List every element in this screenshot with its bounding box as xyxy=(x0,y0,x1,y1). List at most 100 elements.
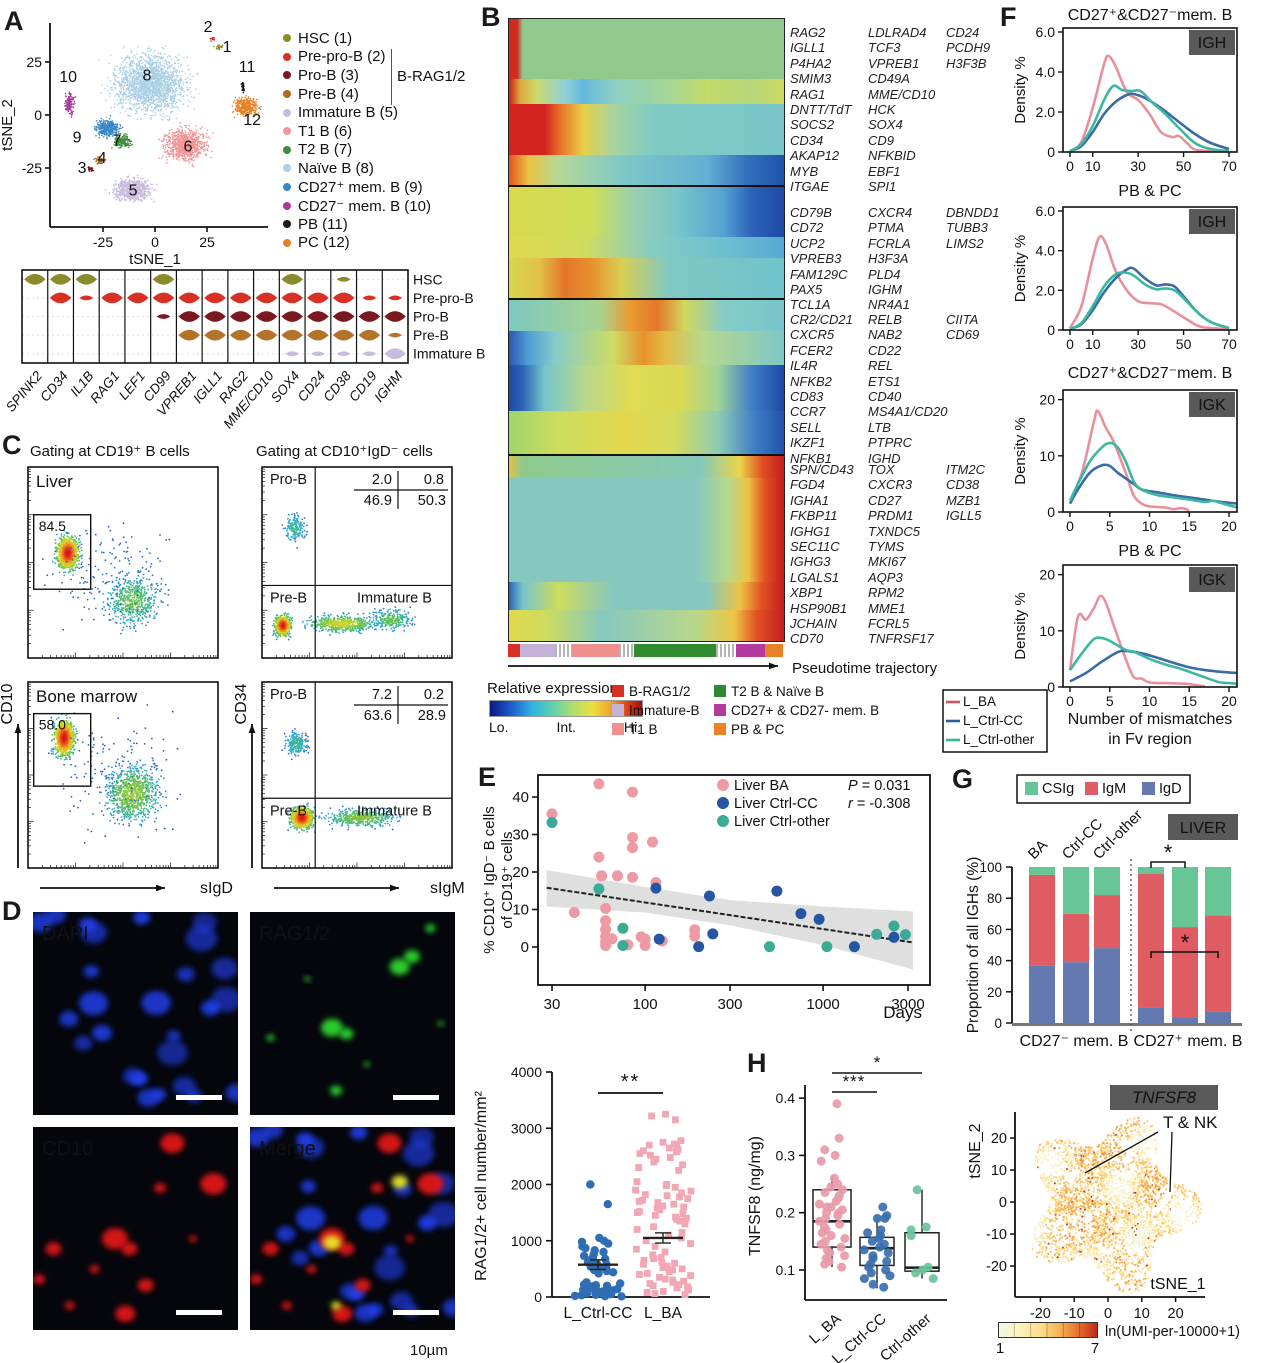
cluster-number: 7 xyxy=(112,132,121,149)
box-point xyxy=(885,1271,895,1281)
flow-plot-title: Liver xyxy=(36,472,73,491)
legend-label: L_BA xyxy=(963,694,996,709)
ba-point xyxy=(681,1220,689,1228)
y-tick-label: 0.2 xyxy=(776,1205,796,1221)
pseudotime-bar xyxy=(508,644,783,657)
violin-RAG2 xyxy=(230,311,252,322)
violin-IL1B xyxy=(79,295,94,301)
cluster-number: 3 xyxy=(78,160,87,177)
y-tick-label: 2000 xyxy=(511,1177,542,1193)
legend-label: T2 B (7) xyxy=(298,141,353,159)
panel-letter-E: E xyxy=(478,762,497,792)
plot-title: CD27⁺&CD27⁻mem. B xyxy=(1068,365,1233,382)
scatter-days-plot: 30 100 300 1000 3000 0 10 20 30 40 Days % CD10⁺ IgD… xyxy=(481,774,931,1022)
colorbar-int: Int. xyxy=(556,719,576,735)
tile-bg xyxy=(33,1127,238,1330)
ba-point xyxy=(643,1289,651,1296)
rag-count-plot: 0 1000 2000 3000 4000 RAG1/2+ cell number/mm²… xyxy=(473,1064,710,1322)
sig-bracket xyxy=(1150,861,1186,868)
density-plot-2: PB & PC IGH 6.0 4.0 2.0 00 10 30 50 70 Density % xyxy=(1012,183,1238,352)
density-curve-ba xyxy=(1069,54,1230,152)
y-tick-label: 40 xyxy=(987,954,1002,969)
ba-point xyxy=(684,1286,692,1294)
ba-point xyxy=(661,1248,669,1256)
y-tick-label: 0 xyxy=(34,107,42,123)
violin-IGLL1 xyxy=(204,292,226,304)
ba-point xyxy=(673,1148,680,1156)
cluster-number: 8 xyxy=(143,68,152,85)
x-tick-label: 15 xyxy=(1181,518,1197,534)
gene-list-block1-col2: LDLRAD4 TCF3 VPREB1 CD49A MME/CD10 HCK S… xyxy=(868,25,936,195)
ba-point xyxy=(650,1223,657,1231)
microscopy-tile-RAG1/2: RAG1/2 xyxy=(250,912,455,1115)
data-point-other xyxy=(617,940,629,951)
bar-segment-IgM xyxy=(1138,874,1164,1008)
x-tick-label: 1000 xyxy=(806,996,839,1013)
x-tick-label: 5 xyxy=(1106,518,1114,534)
x-tick-label: 0 xyxy=(1066,518,1074,534)
violin-SOX4 xyxy=(281,273,303,285)
bar-segment-CSIg xyxy=(1063,867,1089,914)
y-tick-label: 6.0 xyxy=(1036,24,1056,40)
cc-point xyxy=(603,1200,612,1209)
violin-VPREB1 xyxy=(178,311,200,322)
ba-point xyxy=(679,1161,686,1169)
ba-point xyxy=(670,1200,678,1208)
ba-point xyxy=(671,1259,678,1267)
sig-stars: * xyxy=(874,1053,881,1072)
y-tick-label: 0 xyxy=(1047,679,1055,695)
legend-dot-icon xyxy=(717,779,729,791)
box-point xyxy=(863,1228,873,1238)
box-point xyxy=(836,1242,846,1252)
category-label: L_BA xyxy=(644,1305,683,1322)
cc-point xyxy=(586,1180,595,1189)
legend-label: T2 B & Naïve B xyxy=(731,684,825,699)
x-axis-label: Days xyxy=(883,1003,922,1022)
y-tick-label: 25 xyxy=(26,54,42,70)
violin-CD19 xyxy=(362,295,377,301)
flow-border xyxy=(261,466,453,659)
x-tick-label: 0 xyxy=(151,234,159,250)
gene-list-block3-col1: CR2/CD21 CXCR5 FCER2 IL4R NFKB2 CD83 CCR… xyxy=(790,312,853,466)
box-point xyxy=(831,1196,841,1206)
data-point-ba xyxy=(647,836,658,848)
cluster-12 xyxy=(231,94,262,119)
ba-point xyxy=(639,1196,647,1204)
legend-label: PC (12) xyxy=(298,234,350,252)
violin-CD99 xyxy=(156,314,171,319)
box-point xyxy=(878,1202,888,1212)
density-plot-1: CD27⁺&CD27⁻mem. B IGH 6.0 4.0 2.0 00 10 30 50 70 D… xyxy=(1012,7,1238,174)
tsne-legend-item: T2 B (7) xyxy=(283,141,431,160)
cluster-number: 4 xyxy=(98,150,107,167)
tile-label: Merge xyxy=(259,1138,316,1160)
legend-dot-icon xyxy=(283,183,291,192)
legend-dot-icon xyxy=(283,34,291,43)
x-tick-label: 10 xyxy=(1142,518,1158,534)
ba-point xyxy=(680,1203,688,1211)
ba-point xyxy=(663,1262,671,1270)
box-point xyxy=(859,1274,869,1284)
flow-plot-flow-liver-gated: Pro-B Pre-B Immature B 2.0 0.8 46.9 50.3 xyxy=(261,466,453,659)
data-point-ba xyxy=(627,871,638,883)
heatmap-cluster-legend-col1: B-RAG1/2 Immature-B T1 B xyxy=(612,684,700,741)
tsne-legend-item: CD27⁻ mem. B (10) xyxy=(283,196,431,215)
ba-point xyxy=(651,1290,659,1297)
cluster-6 xyxy=(158,121,214,168)
heatmap-legend-item: T2 B & Naïve B xyxy=(714,684,879,699)
box-point xyxy=(840,1234,850,1243)
ba-point xyxy=(662,1182,670,1189)
legend-swatch-icon xyxy=(1085,782,1098,795)
ba-point xyxy=(659,1138,667,1146)
flow-title-right: Gating at CD10⁺IgD⁻ cells xyxy=(256,443,433,460)
flow-points xyxy=(41,522,171,635)
data-point-cc xyxy=(848,941,860,953)
box-point xyxy=(928,1274,938,1284)
quadrant-label: Immature B xyxy=(357,590,432,606)
bar-segment-IgD xyxy=(1063,962,1089,1023)
bar-segment-IgD xyxy=(1205,1011,1231,1023)
ba-point xyxy=(636,1150,644,1157)
heatmap-block-1 xyxy=(509,19,784,188)
data-point-cc xyxy=(795,908,807,920)
gene-badge xyxy=(1189,209,1235,234)
